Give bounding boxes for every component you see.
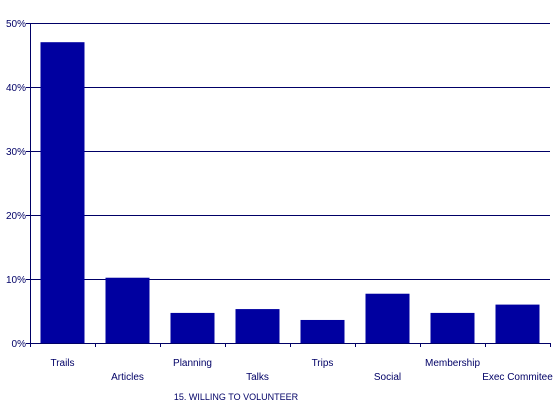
x-category-label: Planning	[173, 358, 212, 369]
bar	[40, 42, 85, 343]
x-category-label: Trails	[50, 358, 74, 369]
bar	[430, 312, 475, 343]
x-category-label: Social	[374, 372, 401, 383]
x-category-label: Articles	[111, 372, 144, 383]
y-tick-label: 10%	[6, 275, 26, 286]
x-category-label: Trips	[312, 358, 334, 369]
y-tick-label: 0%	[12, 339, 27, 350]
bar	[495, 304, 540, 343]
x-category-label: Exec Commitee	[482, 372, 553, 383]
y-tick-label: 20%	[6, 211, 26, 222]
bar	[105, 277, 150, 343]
x-category-label: Talks	[246, 372, 269, 383]
gridlines	[30, 23, 550, 280]
bars	[40, 42, 540, 343]
bar	[300, 319, 345, 343]
bar	[235, 309, 280, 343]
y-tick-label: 30%	[6, 147, 26, 158]
x-axis-title: 15. WILLING TO VOLUNTEER	[174, 392, 299, 402]
y-tick-label: 50%	[6, 19, 26, 30]
x-category-label: Membership	[425, 358, 480, 369]
y-tick-labels: 0% 10% 20% 30% 40% 50%	[6, 19, 26, 350]
bar	[170, 312, 215, 343]
axes	[26, 23, 551, 347]
bar	[365, 293, 410, 343]
x-category-labels: Trails Articles Planning Talks Trips Social Me…	[50, 358, 553, 383]
y-tick-label: 40%	[6, 83, 26, 94]
